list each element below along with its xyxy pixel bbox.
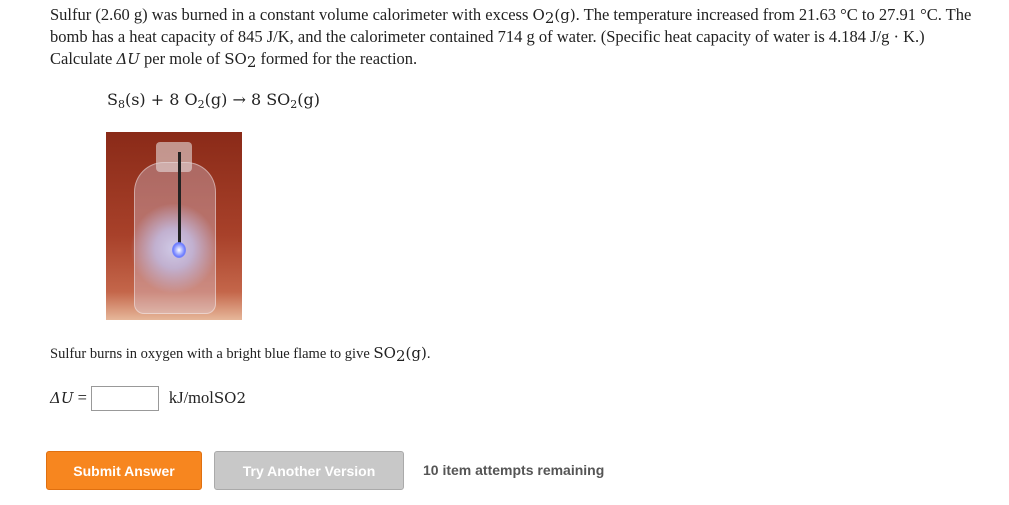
text: Sulfur burns in oxygen with a bright blu… (50, 346, 374, 362)
text: Sulfur (2.60 g) was burned in a constant… (50, 5, 533, 24)
symbol: ΔU (116, 50, 140, 68)
subscript: 2 (246, 53, 257, 71)
question-text: Sulfur (2.60 g) was burned in a constant… (50, 4, 975, 70)
subscript: 8 (117, 98, 125, 111)
retry-button[interactable]: Try Another Version (214, 451, 404, 490)
attempts-text: 10 item attempts remaining (423, 462, 605, 478)
equals: = (77, 388, 87, 407)
photo (106, 132, 242, 320)
subscript: 2 (544, 9, 555, 27)
submit-button[interactable]: Submit Answer (46, 451, 202, 490)
formula: O (184, 90, 198, 109)
text: per mole of (139, 49, 225, 68)
subscript: 2 (290, 98, 298, 111)
caption: Sulfur burns in oxygen with a bright blu… (50, 344, 431, 365)
text: formed for the reaction. (256, 49, 418, 68)
bottle (134, 162, 216, 314)
text: . (426, 346, 431, 362)
formula: (g) (554, 6, 576, 24)
formula: SO (213, 389, 237, 407)
formula: (g) (297, 90, 321, 109)
answer-input[interactable] (90, 385, 159, 411)
formula: (s) + 8 (124, 90, 185, 109)
flame (172, 242, 186, 258)
bottle-neck (156, 142, 192, 172)
subscript: 2 (197, 98, 205, 111)
formula: SO (224, 50, 247, 68)
formula: SO (266, 90, 291, 109)
formula: (g) (405, 344, 427, 362)
unit: kJ/mol (168, 388, 214, 407)
formula: S (107, 90, 118, 109)
subscript: 2 (395, 347, 406, 365)
text: . The temperature increased from 21.63 °… (50, 5, 972, 68)
symbol: ΔU (50, 389, 74, 407)
formula: O (532, 6, 545, 24)
answer-row: ΔU = kJ/mol SO 2 (50, 384, 246, 412)
rod (178, 152, 181, 247)
formula: (g) → 8 (204, 90, 267, 109)
equation: S8(s) + 8 O2(g) → 8 SO2(g) (107, 90, 321, 111)
formula: SO (373, 344, 396, 362)
